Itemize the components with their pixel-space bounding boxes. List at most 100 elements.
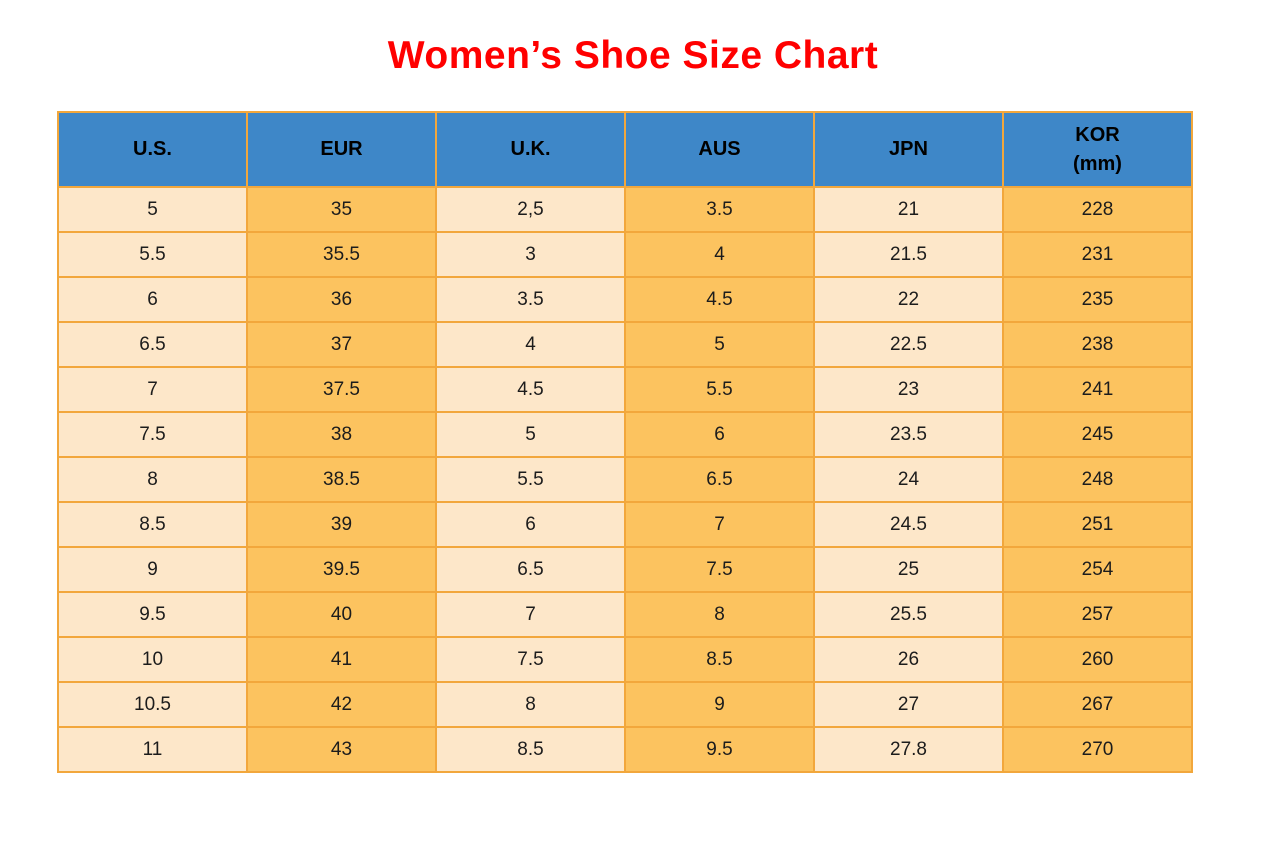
table-cell: 8 — [57, 456, 248, 503]
table-cell: 6 — [57, 276, 248, 323]
table-cell: 8 — [435, 681, 626, 728]
table-cell: 241 — [1002, 366, 1193, 413]
table-cell: 23.5 — [813, 411, 1004, 458]
table-cell: 251 — [1002, 501, 1193, 548]
table-cell: 270 — [1002, 726, 1193, 773]
table-cell: 27.8 — [813, 726, 1004, 773]
table-row: 5.5 35.5 3 4 21.5 231 — [57, 231, 1193, 278]
header-cell-uk: U.K. — [435, 111, 626, 188]
table-cell: 5.5 — [435, 456, 626, 503]
table-cell: 25 — [813, 546, 1004, 593]
table-cell: 254 — [1002, 546, 1193, 593]
table-cell: 4.5 — [624, 276, 815, 323]
table-cell: 23 — [813, 366, 1004, 413]
page-title: Women’s Shoe Size Chart — [387, 34, 879, 77]
table-cell: 7.5 — [624, 546, 815, 593]
table-cell: 21 — [813, 186, 1004, 233]
table-body: 5 35 2,5 3.5 21 228 5.5 35.5 3 4 21.5 231 6 36 3.5 4.5 2… — [57, 186, 1193, 773]
table-cell: 26 — [813, 636, 1004, 683]
table-cell: 5.5 — [57, 231, 248, 278]
table-cell: 5.5 — [624, 366, 815, 413]
table-cell: 2,5 — [435, 186, 626, 233]
table-cell: 7 — [435, 591, 626, 638]
table-cell: 4 — [624, 231, 815, 278]
table-row: 11 43 8.5 9.5 27.8 270 — [57, 726, 1193, 773]
table-row: 7.5 38 5 6 23.5 245 — [57, 411, 1193, 458]
table-cell: 6.5 — [624, 456, 815, 503]
table-cell: 21.5 — [813, 231, 1004, 278]
table-cell: 6.5 — [57, 321, 248, 368]
table-cell: 41 — [246, 636, 437, 683]
table-cell: 40 — [246, 591, 437, 638]
table-cell: 22 — [813, 276, 1004, 323]
table-cell: 36 — [246, 276, 437, 323]
table-row: 10 41 7.5 8.5 26 260 — [57, 636, 1193, 683]
table-cell: 257 — [1002, 591, 1193, 638]
table-cell: 11 — [57, 726, 248, 773]
table-row: 9 39.5 6.5 7.5 25 254 — [57, 546, 1193, 593]
table-cell: 238 — [1002, 321, 1193, 368]
table-cell: 5 — [435, 411, 626, 458]
table-cell: 8 — [624, 591, 815, 638]
table-cell: 7 — [624, 501, 815, 548]
table-cell: 10 — [57, 636, 248, 683]
table-cell: 9.5 — [624, 726, 815, 773]
shoe-size-table: U.S. EUR U.K. AUS JPN KOR (mm) 5 35 2,5 3.5… — [57, 111, 1193, 773]
table-header: U.S. EUR U.K. AUS JPN KOR (mm) — [57, 111, 1193, 188]
table-cell: 24 — [813, 456, 1004, 503]
table-cell: 235 — [1002, 276, 1193, 323]
table-cell: 9 — [57, 546, 248, 593]
table-cell: 37 — [246, 321, 437, 368]
table-cell: 6 — [624, 411, 815, 458]
table-cell: 43 — [246, 726, 437, 773]
table-cell: 7.5 — [435, 636, 626, 683]
table-cell: 260 — [1002, 636, 1193, 683]
table-cell: 25.5 — [813, 591, 1004, 638]
table-cell: 3.5 — [435, 276, 626, 323]
table-cell: 27 — [813, 681, 1004, 728]
header-cell-jpn: JPN — [813, 111, 1004, 188]
table-cell: 267 — [1002, 681, 1193, 728]
table-cell: 248 — [1002, 456, 1193, 503]
table-cell: 35.5 — [246, 231, 437, 278]
table-row: 5 35 2,5 3.5 21 228 — [57, 186, 1193, 233]
table-cell: 38 — [246, 411, 437, 458]
table-row: 8 38.5 5.5 6.5 24 248 — [57, 456, 1193, 503]
table-cell: 39 — [246, 501, 437, 548]
table-cell: 5 — [624, 321, 815, 368]
table-cell: 245 — [1002, 411, 1193, 458]
table-cell: 8.5 — [435, 726, 626, 773]
header-cell-us: U.S. — [57, 111, 248, 188]
table-cell: 7 — [57, 366, 248, 413]
table-cell: 38.5 — [246, 456, 437, 503]
table-cell: 4.5 — [435, 366, 626, 413]
table-cell: 8.5 — [57, 501, 248, 548]
table-cell: 8.5 — [624, 636, 815, 683]
table-cell: 22.5 — [813, 321, 1004, 368]
table-row: 10.5 42 8 9 27 267 — [57, 681, 1193, 728]
table-cell: 3.5 — [624, 186, 815, 233]
table-cell: 10.5 — [57, 681, 248, 728]
table-cell: 37.5 — [246, 366, 437, 413]
table-cell: 39.5 — [246, 546, 437, 593]
table-cell: 6.5 — [435, 546, 626, 593]
table-cell: 3 — [435, 231, 626, 278]
header-row: U.S. EUR U.K. AUS JPN KOR (mm) — [57, 111, 1193, 188]
table-cell: 231 — [1002, 231, 1193, 278]
table-cell: 24.5 — [813, 501, 1004, 548]
table-row: 6.5 37 4 5 22.5 238 — [57, 321, 1193, 368]
header-cell-kor: KOR (mm) — [1002, 111, 1193, 188]
table-cell: 9 — [624, 681, 815, 728]
table-cell: 6 — [435, 501, 626, 548]
table-cell: 4 — [435, 321, 626, 368]
table-row: 6 36 3.5 4.5 22 235 — [57, 276, 1193, 323]
header-cell-aus: AUS — [624, 111, 815, 188]
table-cell: 35 — [246, 186, 437, 233]
table-row: 9.5 40 7 8 25.5 257 — [57, 591, 1193, 638]
table-row: 7 37.5 4.5 5.5 23 241 — [57, 366, 1193, 413]
header-cell-eur: EUR — [246, 111, 437, 188]
table-cell: 228 — [1002, 186, 1193, 233]
table-row: 8.5 39 6 7 24.5 251 — [57, 501, 1193, 548]
table-cell: 42 — [246, 681, 437, 728]
